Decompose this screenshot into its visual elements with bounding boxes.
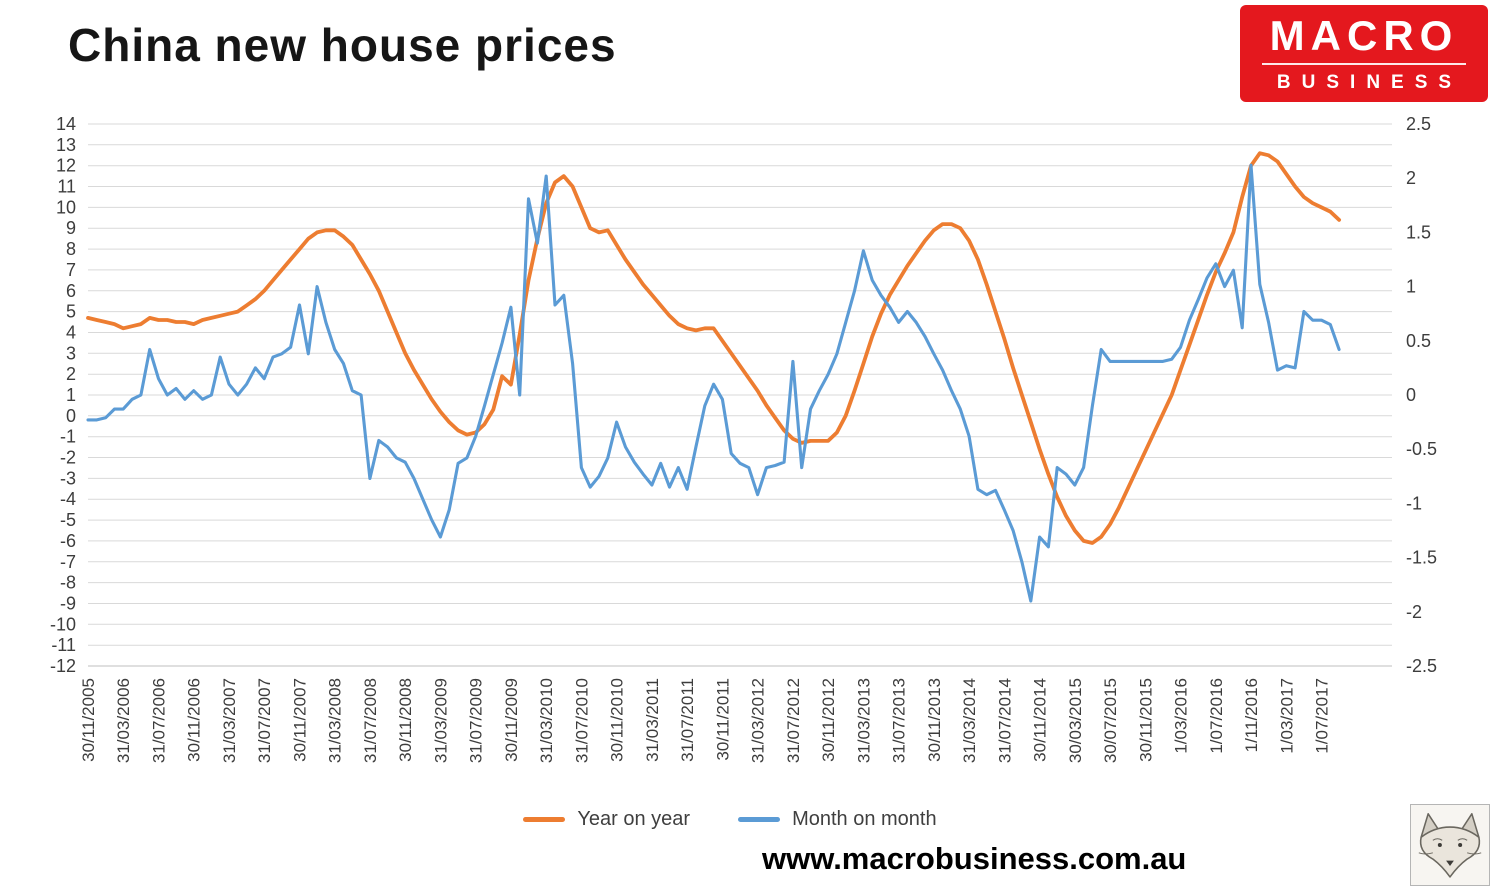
svg-text:30/11/2015: 30/11/2015	[1136, 678, 1155, 762]
svg-text:2: 2	[1406, 168, 1416, 188]
svg-text:31/03/2012: 31/03/2012	[749, 678, 768, 763]
svg-text:31/07/2008: 31/07/2008	[361, 678, 380, 763]
svg-text:-9: -9	[60, 593, 76, 613]
svg-text:31/07/2013: 31/07/2013	[890, 678, 909, 763]
macrobusiness-logo: MACRO BUSINESS	[1240, 5, 1488, 102]
svg-text:-8: -8	[60, 573, 76, 593]
svg-text:7: 7	[66, 260, 76, 280]
svg-text:-1.5: -1.5	[1406, 548, 1437, 568]
svg-text:1/03/2017: 1/03/2017	[1277, 678, 1296, 754]
svg-text:31/07/2009: 31/07/2009	[467, 678, 486, 763]
legend-label-month-on-month: Month on month	[792, 808, 937, 830]
svg-text:1: 1	[1406, 277, 1416, 297]
svg-text:0: 0	[66, 406, 76, 426]
svg-text:-10: -10	[50, 614, 76, 634]
svg-text:-5: -5	[60, 510, 76, 530]
svg-text:5: 5	[66, 302, 76, 322]
svg-text:30/11/2012: 30/11/2012	[819, 678, 838, 762]
logo-text-macro: MACRO	[1261, 13, 1467, 65]
svg-text:-0.5: -0.5	[1406, 439, 1437, 459]
svg-text:31/03/2010: 31/03/2010	[537, 678, 556, 763]
svg-text:30/11/2013: 30/11/2013	[925, 678, 944, 762]
svg-text:1/11/2016: 1/11/2016	[1242, 678, 1261, 752]
svg-text:1.5: 1.5	[1406, 222, 1431, 242]
chart-legend: Year on year Month on month	[0, 808, 1460, 831]
svg-text:30/11/2008: 30/11/2008	[396, 678, 415, 762]
svg-text:31/07/2010: 31/07/2010	[572, 678, 591, 763]
svg-text:30/11/2011: 30/11/2011	[713, 678, 732, 761]
legend-item-month-on-month: Month on month	[738, 808, 937, 831]
svg-text:-3: -3	[60, 468, 76, 488]
svg-text:31/03/2011: 31/03/2011	[643, 678, 662, 762]
svg-text:-1: -1	[60, 427, 76, 447]
svg-text:30/11/2005: 30/11/2005	[79, 678, 98, 762]
svg-text:30/11/2014: 30/11/2014	[1031, 678, 1050, 762]
svg-text:10: 10	[56, 197, 76, 217]
fox-logo	[1418, 813, 1482, 878]
svg-text:31/07/2007: 31/07/2007	[255, 678, 274, 763]
svg-text:-2: -2	[1406, 602, 1422, 622]
year-on-year-line-swatch	[523, 817, 566, 822]
svg-text:30/03/2015: 30/03/2015	[1066, 678, 1085, 763]
svg-text:0: 0	[1406, 385, 1416, 405]
svg-text:3: 3	[66, 343, 76, 363]
svg-text:4: 4	[66, 322, 76, 342]
svg-text:-4: -4	[60, 489, 76, 509]
svg-text:30/07/2015: 30/07/2015	[1101, 678, 1120, 763]
svg-text:31/07/2006: 31/07/2006	[149, 678, 168, 763]
legend-item-year-on-year: Year on year	[523, 808, 690, 831]
svg-text:31/03/2013: 31/03/2013	[854, 678, 873, 763]
price-chart: -12-11-10-9-8-7-6-5-4-3-2-10123456789101…	[50, 114, 1437, 763]
svg-text:1/03/2016: 1/03/2016	[1172, 678, 1191, 754]
svg-text:1/07/2016: 1/07/2016	[1207, 678, 1226, 754]
svg-text:-11: -11	[51, 635, 76, 655]
svg-text:-6: -6	[60, 531, 76, 551]
svg-text:12: 12	[56, 156, 76, 176]
svg-text:31/03/2008: 31/03/2008	[326, 678, 345, 763]
svg-text:31/07/2012: 31/07/2012	[784, 678, 803, 763]
svg-text:6: 6	[66, 281, 76, 301]
svg-text:31/03/2006: 31/03/2006	[114, 678, 133, 763]
svg-text:30/11/2009: 30/11/2009	[502, 678, 521, 762]
logo-text-business: BUSINESS	[1276, 72, 1463, 93]
svg-text:0.5: 0.5	[1406, 331, 1431, 351]
svg-text:31/03/2014: 31/03/2014	[960, 678, 979, 763]
svg-text:-1: -1	[1406, 493, 1422, 513]
svg-text:14: 14	[56, 114, 76, 134]
svg-text:30/11/2007: 30/11/2007	[290, 678, 309, 762]
month-on-month-line-swatch	[738, 817, 781, 822]
svg-text:30/11/2006: 30/11/2006	[185, 678, 204, 762]
site-url: www.macrobusiness.com.au	[762, 841, 1187, 876]
svg-text:31/07/2011: 31/07/2011	[678, 678, 697, 762]
svg-text:9: 9	[66, 218, 76, 238]
legend-label-year-on-year: Year on year	[577, 808, 691, 830]
svg-text:13: 13	[56, 135, 76, 155]
svg-text:11: 11	[57, 177, 76, 197]
fox-logo-box	[1410, 804, 1490, 886]
svg-text:31/03/2007: 31/03/2007	[220, 678, 239, 763]
svg-text:-7: -7	[60, 552, 76, 572]
svg-text:31/07/2014: 31/07/2014	[995, 678, 1014, 763]
page-title: China new house prices	[68, 19, 617, 71]
svg-text:-2: -2	[60, 448, 76, 468]
svg-text:2: 2	[66, 364, 76, 384]
svg-text:8: 8	[66, 239, 76, 259]
svg-text:1/07/2017: 1/07/2017	[1313, 678, 1332, 754]
svg-text:-2.5: -2.5	[1406, 656, 1437, 676]
svg-text:31/03/2009: 31/03/2009	[431, 678, 450, 763]
svg-text:1: 1	[66, 385, 76, 405]
svg-text:30/11/2010: 30/11/2010	[608, 678, 627, 762]
svg-text:2.5: 2.5	[1406, 114, 1431, 134]
svg-text:-12: -12	[50, 656, 76, 676]
